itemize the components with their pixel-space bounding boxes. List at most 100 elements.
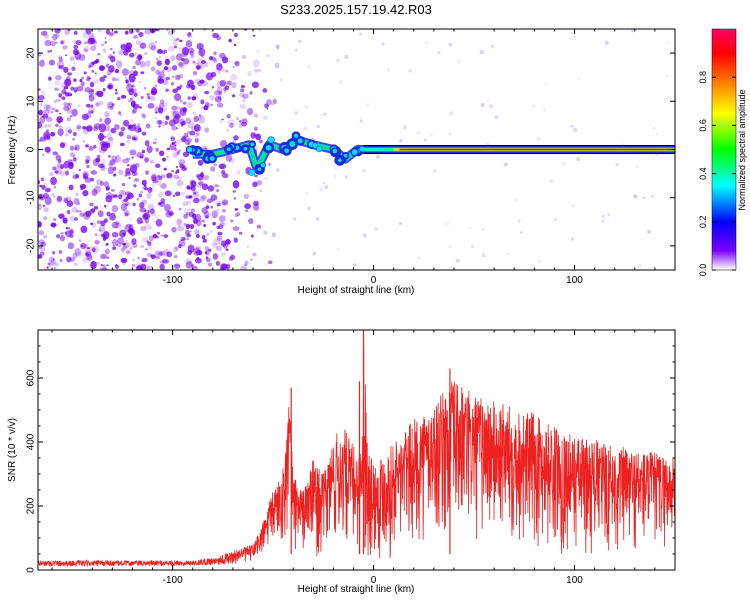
noise-speck: [84, 175, 89, 180]
noise-speck: [78, 251, 83, 258]
noise-speck: [158, 192, 164, 198]
noise-speck: [336, 58, 340, 63]
noise-speck: [190, 54, 195, 59]
noise-speck: [100, 264, 104, 267]
noise-speck: [201, 195, 208, 200]
noise-speck: [307, 65, 311, 69]
noise-speck: [38, 109, 43, 116]
noise-speck: [96, 155, 100, 158]
noise-speck: [252, 203, 260, 211]
noise-speck: [124, 171, 132, 177]
noise-speck: [38, 95, 45, 101]
noise-speck: [615, 162, 619, 166]
noise-speck: [239, 93, 244, 98]
noise-speck: [214, 67, 221, 73]
noise-speck: [55, 74, 62, 81]
noise-speck: [83, 173, 87, 176]
noise-speck: [90, 88, 94, 92]
noise-speck: [106, 132, 112, 140]
noise-speck: [193, 115, 199, 123]
noise-speck: [41, 59, 45, 63]
noise-speck: [275, 44, 280, 50]
noise-speck: [62, 96, 66, 100]
noise-speck: [204, 249, 210, 256]
noise-speck: [99, 267, 103, 270]
noise-speck: [137, 54, 143, 60]
noise-speck: [158, 120, 163, 125]
noise-speck: [77, 202, 80, 205]
noise-speck: [54, 29, 61, 34]
noise-speck: [71, 108, 78, 117]
noise-speck: [149, 96, 156, 101]
noise-speck: [107, 137, 114, 141]
noise-speck: [42, 154, 45, 156]
noise-speck: [58, 55, 63, 60]
noise-speck: [60, 164, 65, 170]
noise-speck: [114, 172, 117, 176]
noise-speck: [120, 257, 128, 263]
y-tick-label: 0: [26, 567, 37, 573]
noise-speck: [87, 110, 92, 114]
noise-speck: [64, 29, 71, 35]
noise-speck: [170, 136, 176, 142]
noise-speck: [216, 86, 223, 94]
noise-speck: [193, 124, 201, 132]
noise-speck: [263, 230, 268, 235]
noise-speck: [171, 125, 177, 131]
noise-speck: [83, 41, 89, 45]
noise-speck: [118, 194, 123, 200]
noise-speck: [59, 259, 63, 262]
noise-speck: [131, 238, 137, 245]
noise-speck: [154, 250, 160, 256]
noise-speck: [80, 81, 85, 87]
noise-speck: [64, 91, 67, 95]
noise-speck: [97, 154, 101, 159]
noise-speck: [51, 193, 55, 197]
noise-speck: [58, 93, 62, 98]
noise-speck: [570, 237, 575, 241]
noise-speck: [176, 152, 180, 156]
noise-speck: [112, 76, 116, 82]
noise-speck: [171, 105, 178, 111]
noise-speck: [171, 110, 176, 114]
noise-speck: [244, 203, 252, 210]
noise-speck: [63, 85, 69, 90]
noise-speck: [185, 140, 190, 146]
ridge-blob-core: [297, 138, 303, 144]
noise-speck: [167, 45, 175, 52]
noise-speck: [72, 174, 79, 180]
noise-speck: [655, 132, 659, 136]
noise-speck: [162, 69, 165, 73]
noise-speck: [131, 84, 135, 88]
noise-speck: [120, 247, 125, 253]
noise-speck: [88, 33, 95, 41]
noise-speck: [199, 79, 205, 84]
noise-speck: [38, 121, 42, 124]
noise-speck: [40, 90, 46, 97]
noise-speck: [298, 39, 302, 43]
noise-speck: [146, 123, 152, 130]
noise-speck: [176, 218, 183, 226]
noise-speck: [229, 122, 234, 129]
noise-speck: [85, 29, 92, 35]
noise-speck: [155, 111, 158, 114]
noise-speck: [72, 157, 77, 162]
noise-speck: [93, 60, 98, 64]
noise-speck: [156, 57, 159, 61]
noise-speck: [173, 174, 180, 179]
noise-speck: [53, 196, 56, 198]
noise-speck: [57, 181, 61, 184]
noise-speck: [132, 65, 136, 70]
noise-speck: [103, 75, 107, 78]
noise-speck: [147, 95, 151, 99]
noise-speck: [89, 81, 95, 88]
noise-speck: [183, 213, 189, 219]
noise-speck: [68, 184, 74, 191]
noise-speck: [503, 162, 508, 167]
noise-speck: [448, 245, 452, 249]
noise-speck: [183, 207, 191, 214]
noise-speck: [270, 101, 275, 106]
noise-speck: [248, 218, 254, 224]
noise-speck: [149, 159, 155, 164]
